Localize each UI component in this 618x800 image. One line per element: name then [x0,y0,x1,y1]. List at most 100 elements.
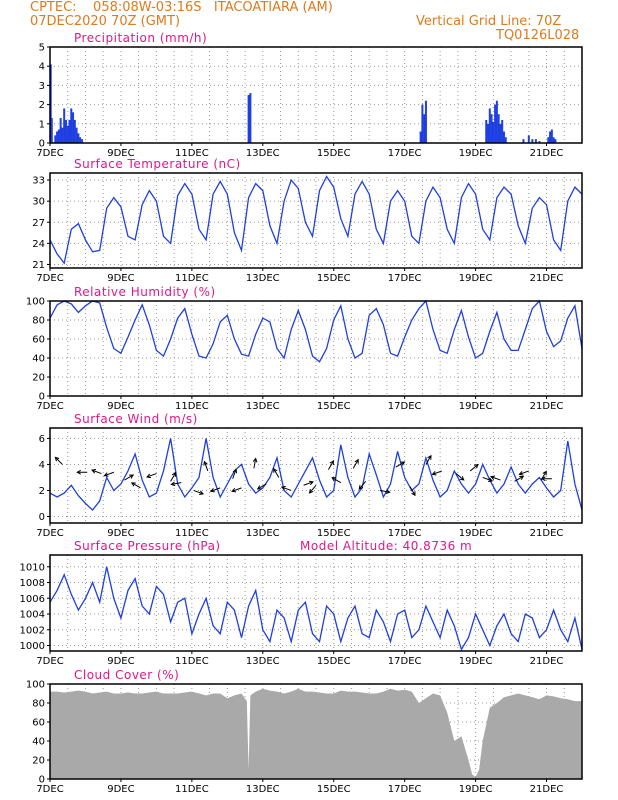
x-tick-label: 19DEC [459,528,493,539]
y-tick-label: 80 [32,316,45,327]
wind-arrow-shaft [309,484,317,494]
wind-arrow-shaft [104,471,115,477]
wind-arrow-head [171,471,177,477]
x-tick-label: 11DEC [175,273,209,284]
wind-arrow-head [427,454,432,460]
x-tick-label: 13DEC [246,656,280,667]
wind-arrow-head [130,482,136,487]
x-tick-label: 13DEC [246,401,280,412]
model-altitude: Model Altitude: 40.8736 m [300,539,472,553]
y-tick-label: 0 [39,139,45,150]
precip-bar [490,114,493,143]
precip-bar [64,119,67,143]
x-tick-label: 9DEC [107,148,134,159]
x-tick-label: 9DEC [107,273,134,284]
y-tick-label: 33 [32,176,45,187]
series-line [49,438,583,511]
wind-arrow-head [203,460,208,466]
plot-frame [49,683,583,780]
y-tick-label: 5 [39,43,45,54]
wind-arrow-shaft [210,487,221,492]
wind-arrow-shaft [232,469,237,479]
precip-bar [504,137,507,143]
precip-bar [79,137,82,143]
precip-bar [487,123,490,143]
precip-bar [552,137,555,143]
wind-arrow-head [431,471,437,476]
precip-bar [554,139,557,143]
x-tick-label: 7DEC [36,148,63,159]
x-tick-label: 13DEC [246,784,280,795]
wind-arrow-head [411,491,416,497]
precip-bar [497,114,500,143]
wind-arrow-shaft [409,486,416,496]
wind-arrow-head [91,469,97,474]
header-line2-left: 07DEC2020 70Z (GMT) [30,14,181,29]
wind-arrow-head [354,458,359,464]
precip-bar [56,131,59,143]
wind-arrow-head [308,488,314,494]
series-line [49,566,583,651]
precip-bar [485,119,488,143]
wind-arrow-head [519,475,525,481]
precip-bar [488,108,491,143]
plot-frame [49,554,583,652]
wind-arrow-head [473,463,479,469]
y-tick-label: 24 [32,239,45,250]
plot-frame [49,427,583,524]
wind-arrow-shaft [257,483,267,490]
x-tick-label: 11DEC [175,528,209,539]
y-tick-label: 60 [32,335,45,346]
precip-bar [549,131,552,143]
header-line1-right: Vertical Grid Line: 70Z [416,14,562,29]
cloud-cover-area [50,688,582,779]
x-tick-label: 17DEC [388,656,422,667]
x-tick-label: 7DEC [36,656,63,667]
x-tick-label: 9DEC [107,784,134,795]
y-tick-label: 1000 [20,641,45,652]
precip-bar [550,129,553,143]
x-tick-label: 15DEC [317,656,351,667]
y-tick-label: 21 [32,260,45,271]
y-tick-label: 1 [39,119,45,130]
wind-arrow-head [252,457,258,463]
y-tick-label: 27 [32,218,45,229]
x-tick-label: 15DEC [317,148,351,159]
precip-bar [63,108,66,143]
x-tick-label: 9DEC [107,528,134,539]
wind-arrow-head [542,470,547,476]
panel-1: 21 24 27 30 33 7DEC 9DEC 11DEC 13DEC 15DEC 17DEC 19… [32,157,583,284]
precip-bar [72,112,75,143]
panel-2: 0 20 40 60 80 100 7DEC 9DEC 11DEC 13DEC 15DEC 17DEC… [26,285,583,412]
wind-arrow-shaft [193,489,204,495]
wind-arrow-head [209,487,215,493]
precip-bar [502,131,505,143]
precip-bar [73,119,76,143]
wind-arrow-head [273,467,278,473]
x-tick-label: 17DEC [388,784,422,795]
precip-bar [247,95,250,143]
wind-arrow-head [331,477,337,482]
y-tick-label: 0 [39,775,45,786]
wind-arrow-head [146,473,152,479]
x-tick-label: 7DEC [36,273,63,284]
precip-bar [547,137,550,143]
wind-arrow-shaft [352,459,359,469]
precip-bar [499,123,502,143]
precip-bar [534,139,537,143]
wind-arrow-head [231,487,237,493]
wind-arrow-head [518,471,524,476]
precip-bar [68,119,71,143]
y-tick-label: 40 [32,737,45,748]
y-tick-label: 100 [26,680,45,691]
x-tick-label: 15DEC [317,401,351,412]
y-tick-label: 20 [32,373,45,384]
precip-bar [424,100,427,143]
x-tick-label: 9DEC [107,401,134,412]
panel-4: 1000 1002 1004 1006 1008 1010 7DEC 9DEC 11DEC 13D… [20,539,583,667]
precip-bar [494,104,497,143]
precip-bar [59,118,62,143]
plot-frame [49,300,583,397]
series-line [49,175,583,265]
